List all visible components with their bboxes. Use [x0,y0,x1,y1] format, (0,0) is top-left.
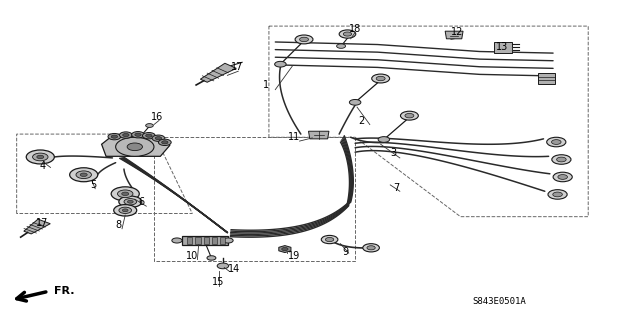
Circle shape [282,248,288,251]
Circle shape [548,190,567,199]
Circle shape [114,204,137,216]
Circle shape [558,174,568,179]
Circle shape [553,192,563,197]
Text: 14: 14 [228,264,240,274]
Circle shape [363,244,380,252]
Circle shape [146,123,154,127]
Polygon shape [308,131,329,139]
Circle shape [405,114,414,118]
Circle shape [552,155,571,164]
Text: 6: 6 [138,197,144,207]
Circle shape [122,209,128,212]
Circle shape [132,131,145,138]
Bar [195,237,200,244]
Circle shape [33,153,48,161]
Circle shape [557,157,566,162]
Text: 5: 5 [90,180,97,190]
Circle shape [343,32,351,36]
Text: 7: 7 [394,183,400,193]
Text: 12: 12 [451,27,463,37]
Bar [212,237,217,244]
Circle shape [207,256,216,260]
Text: 18: 18 [349,24,361,34]
Bar [187,237,192,244]
Text: 13: 13 [496,42,508,52]
Circle shape [337,44,346,48]
Circle shape [339,30,356,38]
Polygon shape [493,42,511,53]
Circle shape [547,137,566,147]
Circle shape [26,150,54,164]
Text: FR.: FR. [54,286,74,296]
Circle shape [127,200,133,203]
Circle shape [321,235,338,244]
Circle shape [159,139,172,145]
Polygon shape [538,73,555,84]
Bar [204,237,209,244]
Circle shape [553,172,572,182]
Circle shape [156,137,162,140]
Circle shape [372,74,390,83]
Polygon shape [279,246,291,253]
Text: 15: 15 [212,277,224,287]
Circle shape [367,246,375,250]
Circle shape [123,133,129,137]
Bar [220,237,225,244]
Circle shape [108,133,121,140]
Polygon shape [24,219,51,234]
Circle shape [122,192,129,196]
Circle shape [223,238,233,243]
Text: 19: 19 [289,251,301,261]
Circle shape [116,137,154,156]
Circle shape [300,37,308,42]
Circle shape [119,196,142,207]
Circle shape [111,187,140,201]
Circle shape [76,171,92,179]
Polygon shape [445,31,463,39]
Circle shape [111,135,118,138]
Bar [182,236,228,245]
Circle shape [162,141,168,144]
Text: S843E0501A: S843E0501A [472,297,525,306]
Circle shape [325,237,333,241]
Text: 17: 17 [36,218,49,228]
Circle shape [172,238,182,243]
Circle shape [124,199,137,205]
Circle shape [401,111,419,120]
Circle shape [127,143,143,151]
Circle shape [135,133,141,136]
Circle shape [376,76,385,81]
Circle shape [36,155,44,159]
Circle shape [295,35,313,44]
Text: 2: 2 [358,116,365,126]
Circle shape [349,100,361,105]
Circle shape [217,263,228,269]
Text: 16: 16 [151,112,163,122]
Polygon shape [102,136,170,156]
Circle shape [275,61,286,67]
Text: 10: 10 [186,251,198,261]
Circle shape [552,140,561,145]
Circle shape [152,135,165,141]
Polygon shape [200,63,236,82]
Circle shape [80,173,87,176]
Circle shape [120,132,132,138]
Text: 1: 1 [262,80,269,90]
Text: 3: 3 [390,148,397,158]
Text: 4: 4 [39,161,45,171]
Text: 9: 9 [342,247,349,256]
Circle shape [118,190,133,198]
Text: 17: 17 [231,63,243,72]
Circle shape [119,207,132,213]
Text: 8: 8 [116,219,122,230]
Text: 11: 11 [289,132,301,142]
Circle shape [143,132,156,139]
Circle shape [70,168,98,182]
Circle shape [146,134,152,137]
Circle shape [378,137,390,142]
